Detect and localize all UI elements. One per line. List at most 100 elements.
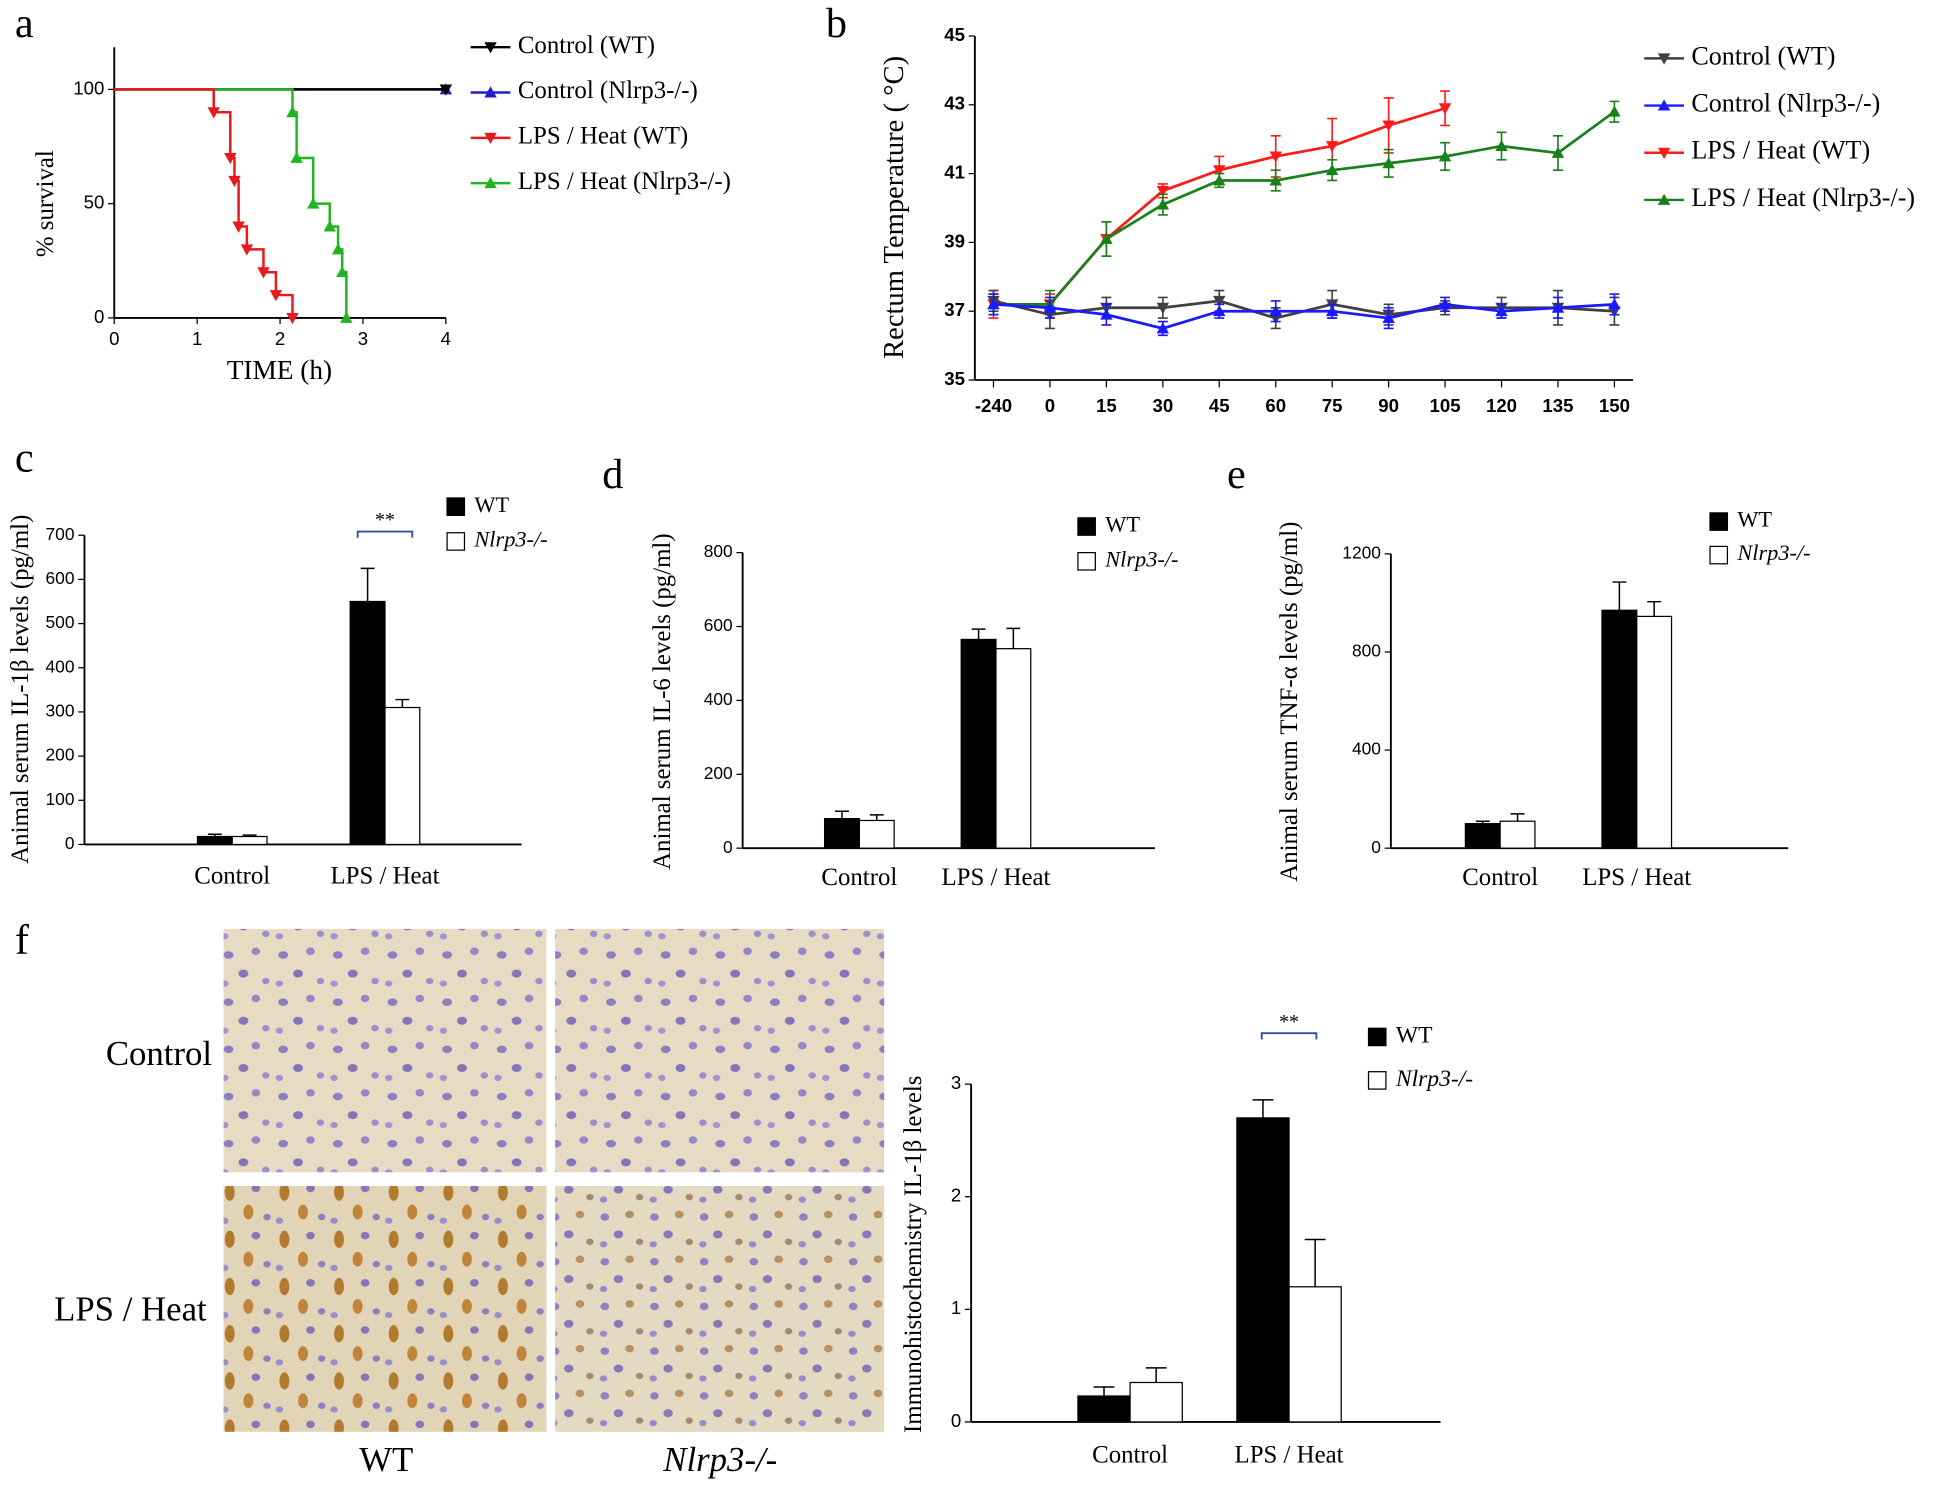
marker [340, 311, 353, 323]
legend-marker [484, 86, 497, 98]
marker [290, 151, 303, 163]
x-tick-label: 135 [1542, 395, 1573, 416]
marker [1438, 298, 1452, 310]
marker [307, 197, 320, 209]
y-tick-label: 100 [46, 789, 75, 809]
bar [1464, 823, 1501, 849]
y-tick-label: 45 [944, 24, 965, 45]
x-tick-label: -240 [975, 395, 1012, 416]
column-label: Nlrp3-/- [662, 1440, 777, 1479]
temperature-line [993, 302, 1615, 330]
legend-label: Control (Nlrp3-/-) [1691, 89, 1880, 118]
x-tick-label: LPS / Heat [941, 864, 1050, 891]
x-tick-label: 0 [1045, 395, 1055, 416]
marker [1325, 163, 1339, 176]
y-axis-label: Animal serum IL-6 levels (pg/ml) [649, 533, 676, 869]
error-bar [395, 698, 410, 708]
marker [1156, 302, 1170, 314]
marker [1156, 322, 1170, 334]
marker [1551, 301, 1565, 313]
y-tick-label: 35 [944, 368, 965, 389]
y-tick-label: 37 [944, 299, 965, 320]
legend-marker [484, 42, 497, 54]
marker [1608, 105, 1621, 117]
legend-label: LPS / Heat (Nlrp3-/-) [1691, 183, 1915, 212]
y-axis-label: Immunohistochemistry IL-1β levels [900, 1076, 927, 1433]
legend-label: LPS / Heat (WT) [1691, 136, 1870, 165]
error-bar [1252, 1099, 1274, 1118]
legend-label: WT [1737, 507, 1772, 532]
marker [987, 298, 1000, 310]
y-axis-label: Animal serum IL-1β levels (pg/ml) [7, 515, 34, 864]
marker [1382, 120, 1395, 132]
row-label: Control [106, 1034, 212, 1073]
y-tick-label: 300 [46, 701, 75, 721]
marker [257, 267, 270, 279]
legend-label: WT [1105, 512, 1140, 537]
marker [1269, 151, 1282, 163]
x-tick-label: 75 [1322, 395, 1343, 416]
error-bar [360, 567, 375, 602]
legend-marker [1657, 99, 1671, 111]
legend-label: Control (WT) [518, 32, 655, 59]
x-tick-label: Control [1462, 864, 1538, 891]
panel-letter: c [15, 435, 34, 482]
marker [1608, 298, 1621, 310]
error-bar [971, 628, 986, 640]
significance-label: ** [1279, 1011, 1299, 1033]
y-axis-label: Rectum Temperature ( °C) [879, 56, 910, 359]
y-tick-label: 3 [951, 1072, 961, 1093]
y-tick-label: 0 [1371, 837, 1381, 857]
x-tick-label: 150 [1599, 395, 1630, 416]
x-tick-label: 0 [109, 328, 119, 349]
y-tick-label: 1200 [1342, 542, 1381, 562]
y-tick-label: 0 [65, 833, 75, 853]
marker [1325, 304, 1339, 317]
marker [439, 84, 453, 96]
x-tick-label: 105 [1430, 395, 1461, 416]
legend-label: Control (Nlrp3-/-) [518, 77, 698, 104]
x-tick-label: 1 [192, 328, 202, 349]
y-tick-label: 400 [704, 689, 733, 709]
marker [1100, 232, 1113, 244]
marker [1495, 304, 1508, 317]
legend-marker [1657, 147, 1671, 159]
marker [240, 244, 254, 256]
y-tick-label: 2 [951, 1185, 961, 1206]
survival-line [114, 88, 294, 318]
legend-label: WT [1396, 1022, 1433, 1048]
x-tick-label: LPS / Heat [331, 863, 440, 890]
marker [1382, 157, 1395, 169]
y-tick-label: 200 [46, 745, 75, 765]
y-tick-label: 100 [73, 77, 104, 98]
marker [232, 221, 245, 233]
micrograph [223, 1185, 547, 1432]
marker [207, 107, 220, 119]
x-axis-label: TIME (h) [227, 355, 332, 385]
y-tick-label: 0 [723, 837, 733, 857]
y-tick-label: 800 [704, 541, 733, 561]
micrographs: Control LPS / Heat WT Nlrp3-/- [54, 928, 885, 1479]
bar [995, 648, 1032, 849]
y-tick-label: 400 [1352, 739, 1381, 759]
marker [1156, 185, 1170, 198]
significance-label: ** [375, 509, 395, 531]
micrograph [555, 1185, 885, 1432]
micrograph [555, 928, 885, 1173]
panel-letter: d [602, 451, 623, 498]
y-tick-label: 400 [46, 656, 75, 676]
y-axis-label: % survival [32, 150, 59, 257]
error-bar [1145, 1367, 1167, 1383]
x-tick-label: 4 [441, 328, 451, 349]
micrograph [223, 928, 547, 1173]
temperature-line [993, 106, 1446, 306]
marker [1156, 198, 1170, 210]
y-tick-label: 800 [1352, 641, 1381, 661]
legend-swatch [1077, 517, 1096, 536]
bar [858, 819, 895, 849]
marker [269, 290, 283, 302]
y-tick-label: 200 [704, 763, 733, 783]
error-bar [1304, 1238, 1326, 1287]
y-tick-label: 600 [46, 568, 75, 588]
marker [1325, 141, 1339, 153]
